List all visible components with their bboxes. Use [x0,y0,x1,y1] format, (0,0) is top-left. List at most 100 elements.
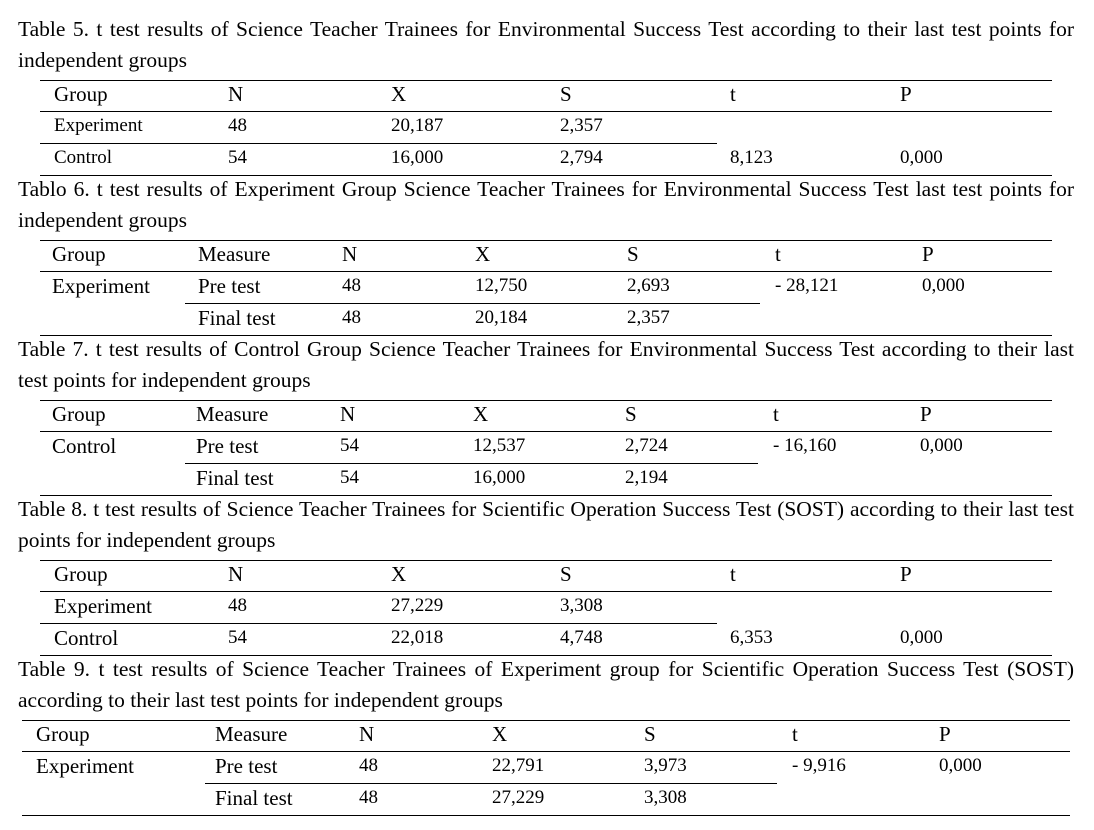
table-cell: 48 [342,275,361,296]
table-cell: Pre test [196,434,259,458]
table-cell: 54 [340,467,359,488]
table-cell: 16,000 [473,467,526,488]
header-cell: Group [54,82,108,106]
table-cell: Final test [196,466,274,490]
rule [40,111,1052,112]
header-cell: N [340,402,356,426]
table-cell: 54 [228,147,247,168]
rule [205,783,777,784]
header-cell: S [644,722,656,746]
header-cell: t [773,402,779,426]
table-cell: Control [54,147,113,168]
t-value: - 9,916 [792,755,846,776]
header-cell: Group [52,402,106,426]
rule [22,751,1070,752]
p-value: 0,000 [900,147,943,168]
group-cell: Control [52,434,117,458]
table-cell: Experiment [54,115,143,136]
header-cell: X [391,562,407,586]
table-cell: 27,229 [391,595,444,616]
table-cell: Pre test [215,754,278,778]
table-cell: Pre test [198,274,261,298]
p-value: 0,000 [939,755,982,776]
t-value: 8,123 [730,147,773,168]
rule [40,591,1052,592]
p-value: 0,000 [900,627,943,648]
rule [22,720,1070,721]
header-cell: Measure [215,722,288,746]
table-cell: 2,357 [560,115,603,136]
header-cell: N [359,722,375,746]
table-cell: 27,229 [492,787,545,808]
t-value: 6,353 [730,627,773,648]
header-cell: t [730,82,736,106]
header-cell: Measure [196,402,269,426]
table-cell: 22,791 [492,755,545,776]
table-cell: 12,537 [473,435,526,456]
header-cell: Group [54,562,108,586]
header-cell: X [492,722,508,746]
rule [40,655,1052,656]
header-cell: S [560,82,572,106]
table-cell: 2,357 [627,307,670,328]
table-cell: 3,308 [560,595,603,616]
table-caption: Table 8. t test results of Science Teach… [18,497,1074,552]
header-cell: t [792,722,798,746]
table-cell: 54 [340,435,359,456]
header-cell: Measure [198,242,271,266]
table-cell: Control [54,626,119,650]
rule [40,271,1052,272]
table-cell: 48 [359,755,378,776]
rule [185,303,760,304]
table-cell: 54 [228,627,247,648]
header-cell: N [342,242,358,266]
header-cell: N [228,82,244,106]
rule [40,400,1052,401]
table-cell: Final test [215,786,293,810]
table-cell: 48 [342,307,361,328]
rule [40,560,1052,561]
rule [40,143,717,144]
rule [40,495,1052,496]
table-cell: 48 [228,115,247,136]
table-cell: 48 [228,595,247,616]
header-cell: X [473,402,489,426]
header-cell: P [922,242,934,266]
header-cell: S [625,402,637,426]
table-cell: 12,750 [475,275,528,296]
table-cell: 16,000 [391,147,444,168]
table-cell: 2,194 [625,467,668,488]
table-caption: Table 9. t test results of Science Teach… [18,657,1074,712]
table-caption: Tablo 6. t test results of Experiment Gr… [18,177,1074,232]
table-cell: 2,693 [627,275,670,296]
table-cell: 22,018 [391,627,444,648]
p-value: 0,000 [922,275,965,296]
table-cell: 3,308 [644,787,687,808]
header-cell: X [475,242,491,266]
rule [40,623,717,624]
header-cell: S [627,242,639,266]
rule [40,175,1052,176]
table-cell: 48 [359,787,378,808]
table-caption: Table 5. t test results of Science Teach… [18,17,1074,72]
group-cell: Experiment [36,754,134,778]
t-value: - 16,160 [773,435,837,456]
rule [40,80,1052,81]
table-cell: 20,184 [475,307,528,328]
rule [40,240,1052,241]
header-cell: X [391,82,407,106]
p-value: 0,000 [920,435,963,456]
header-cell: S [560,562,572,586]
rule [40,431,1052,432]
group-cell: Experiment [52,274,150,298]
header-cell: t [775,242,781,266]
rule [22,815,1070,816]
header-cell: P [900,82,912,106]
rule [185,463,758,464]
header-cell: Group [36,722,90,746]
header-cell: P [939,722,951,746]
table-cell: 20,187 [391,115,444,136]
rule [40,335,1052,336]
table-cell: 2,724 [625,435,668,456]
